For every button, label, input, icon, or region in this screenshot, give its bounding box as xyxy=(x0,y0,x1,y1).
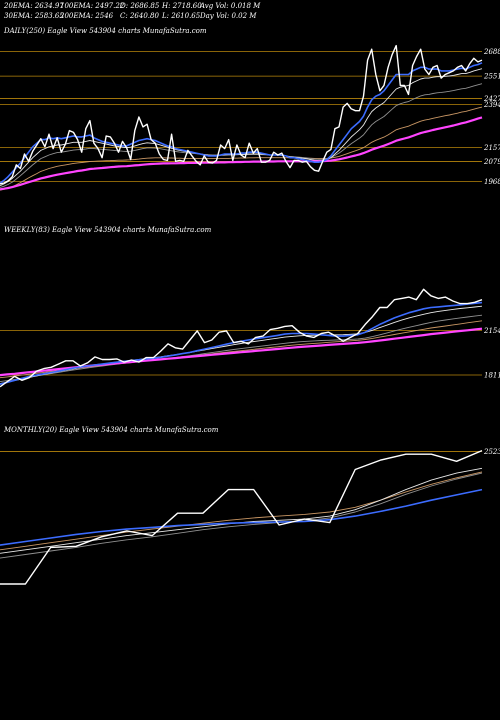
daily-tick-label: 2394 xyxy=(483,101,500,109)
header-day-vol: Day Vol: 0.02 M xyxy=(200,12,257,20)
monthly-ema-dark-line xyxy=(0,472,483,559)
weekly-price-line xyxy=(0,288,483,388)
header-low: L: 2610.65 xyxy=(162,12,201,20)
monthly-ema-fast-line xyxy=(0,488,483,546)
daily-tick-label: 2551 xyxy=(483,73,500,81)
header-high: H: 2718.60 xyxy=(162,2,202,10)
header-30ema: 30EMA: 2583.65 xyxy=(4,12,64,20)
weekly-ema-light-line xyxy=(0,305,483,385)
daily-tick-label: 2157 xyxy=(483,144,500,152)
monthly-tick-label: 2523 xyxy=(483,448,500,456)
weekly-tick-label: 1811 xyxy=(484,371,500,379)
daily-tick-label: 1968 xyxy=(484,178,500,186)
weekly-tick-label: 2154 xyxy=(483,327,500,335)
header-200ema: 200EMA: 2546 xyxy=(60,12,114,20)
daily-price-line xyxy=(0,44,483,185)
weekly-panel-label: WEEKLY(83) Eagle View 543904 charts Muna… xyxy=(4,226,212,234)
daily-tick-label: 2079 xyxy=(483,158,500,166)
monthly-panel-label: MONTHLY(20) Eagle View 543904 charts Mun… xyxy=(4,426,219,434)
monthly-price-line xyxy=(0,449,483,585)
daily-ema-slow-line xyxy=(0,116,483,191)
monthly-ema-light-line xyxy=(0,467,483,554)
header-close: C: 2640.80 xyxy=(120,12,159,20)
daily-ema-mid-line xyxy=(0,106,483,191)
header-open: O: 2686.85 xyxy=(120,2,160,10)
daily-panel-label: DAILY(250) Eagle View 543904 charts Muna… xyxy=(4,27,207,35)
header-20ema: 20EMA: 2634.97 xyxy=(4,2,64,10)
daily-tick-label: 2688 xyxy=(483,48,500,56)
daily-ema-fast-line xyxy=(0,62,483,184)
header-avg-vol: Avg Vol: 0.018 M xyxy=(200,2,261,10)
weekly-ema-dark-line xyxy=(0,314,483,383)
daily-tick-label: 2427 xyxy=(483,95,500,103)
monthly-ema-mid-line xyxy=(0,471,483,551)
header-100ema: 100EMA: 2497.22 xyxy=(60,2,125,10)
